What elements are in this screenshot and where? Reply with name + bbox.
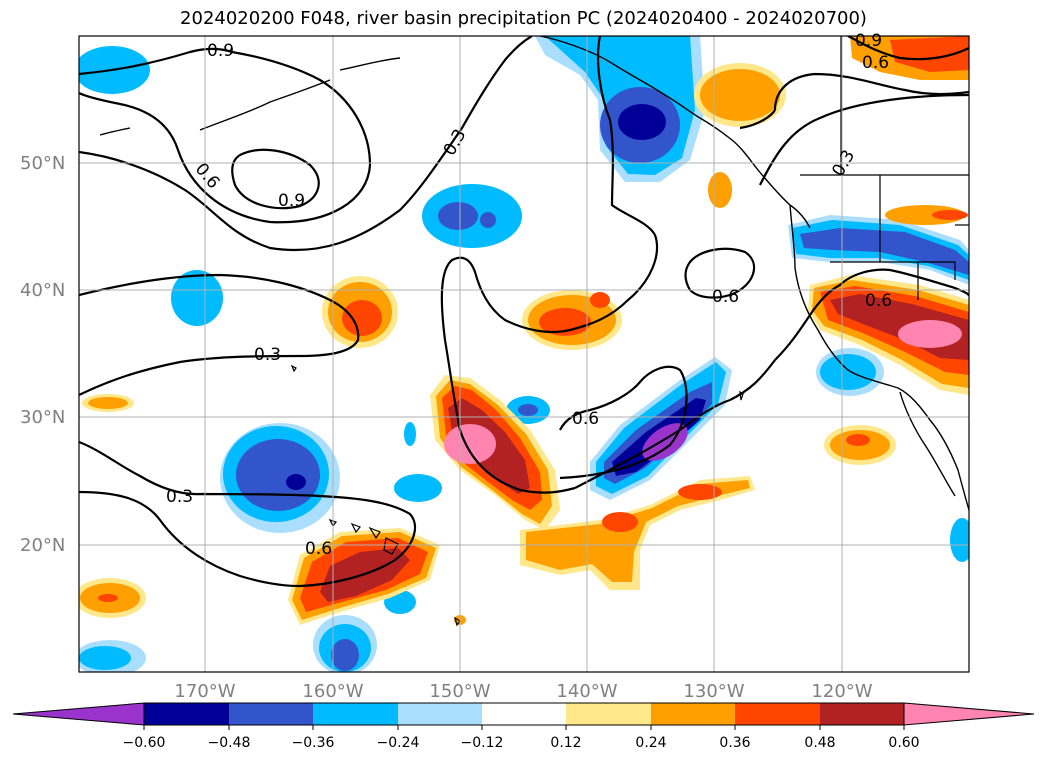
colorbar-extend-high [903,702,1035,726]
colorbar: −0.60 −0.48 −0.36 −0.24 −0.12 0.12 0.24 … [12,702,1035,751]
contour-label: 0.9 [855,31,882,51]
negative-anomaly-gulf-of-alaska [535,36,705,182]
negative-anomaly-north-central [422,184,522,248]
lon-label: 120°W [811,681,872,702]
colorbar-segment [651,703,735,725]
national-border [800,36,969,300]
longitude-labels: 170°W 160°W 150°W 140°W 130°W 120°W [174,681,872,702]
map-frame [78,35,970,673]
colorbar-tick-label: −0.60 [123,735,166,751]
colorbar-tick-label: −0.12 [461,735,504,751]
contour-lines [79,36,969,588]
lat-label: 30°N [20,407,65,428]
positive-anomaly-central-band [430,375,755,590]
lon-label: 140°W [556,681,617,702]
lat-label: 50°N [20,153,65,174]
map-title: 2024020200 F048, river basin precipitati… [180,8,867,29]
contour-label: 0.6 [712,287,739,307]
contour-label: 0.6 [305,539,332,559]
lat-label: 40°N [20,280,65,301]
coastlines [99,36,969,511]
colorbar-tick-label: −0.24 [377,735,420,751]
contour-label: 0.3 [166,487,193,507]
contour-label: 0.3 [254,345,281,365]
colorbar-segment [144,703,229,725]
map-plot-area [79,36,969,672]
lon-label: 160°W [302,681,363,702]
contour-label: 0.6 [572,409,599,429]
colorbar-tick-label: 0.48 [804,735,835,751]
contour-label: 0.6 [862,53,889,73]
colorbar-tick-label: −0.48 [208,735,251,751]
colorbar-segment [313,703,398,725]
colorbar-tick-label: 0.36 [719,735,750,751]
contour-label: 0.9 [278,191,305,211]
negative-anomaly-west [79,270,550,672]
lon-label: 150°W [429,681,490,702]
colorbar-tick-label: 0.60 [888,735,919,751]
graticule [79,36,969,672]
colorbar-tick-label: −0.36 [292,735,335,751]
lon-label: 170°W [174,681,235,702]
colorbar-segment [229,703,313,725]
colorbar-tick-labels: −0.60 −0.48 −0.36 −0.24 −0.12 0.12 0.24 … [123,735,920,751]
colorbar-segment [566,703,651,725]
colorbar-ticks [143,725,905,730]
lon-label: 130°W [683,681,744,702]
colorbar-tick-label: 0.24 [635,735,666,751]
positive-anomaly-california [808,36,969,395]
colorbar-segment [735,703,820,725]
colorbar-segment [482,703,566,725]
contour-label: 0.6 [865,291,892,311]
colorbar-frame [143,702,905,726]
colorbar-extend-low [12,702,145,726]
contour-label: 0.9 [207,41,234,61]
colorbar-tick-label: 0.12 [550,735,581,751]
lat-label: 20°N [20,535,65,556]
latitude-labels: 50°N 40°N 30°N 20°N [20,153,65,556]
colorbar-segment [820,703,904,725]
positive-anomaly-northeast-pacific [322,63,896,465]
colorbar-segment [398,703,482,725]
